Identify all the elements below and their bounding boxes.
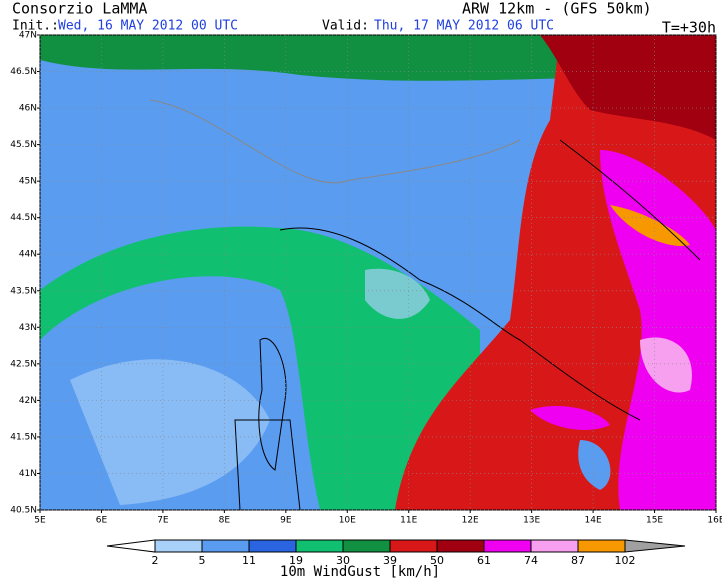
lon-tick-label: 16E xyxy=(707,516,722,526)
lat-tick-label: 42N xyxy=(19,396,37,406)
lon-tick-label: 9E xyxy=(280,516,292,526)
lat-tick-label: 47N xyxy=(19,31,37,41)
colorbar-box xyxy=(530,539,579,553)
lat-tick-label: 43N xyxy=(19,323,37,333)
lat-tick-label: 40.5N xyxy=(10,506,37,516)
colorbar-level: 39 xyxy=(383,554,397,567)
init: Wed, 16 MAY 2012 00 UTC xyxy=(58,19,238,34)
lat-tick-label: 44.5N xyxy=(10,213,37,223)
colorbar-level: 50 xyxy=(430,554,444,567)
lat-tick-label: 42.5N xyxy=(10,359,37,369)
lon-tick-label: 14E xyxy=(585,516,602,526)
colorbar-box xyxy=(295,539,344,553)
colorbar-level: 30 xyxy=(336,554,350,567)
lat-tick-label: 46.5N xyxy=(10,67,37,77)
valid: Thu, 17 MAY 2012 06 UTC xyxy=(374,19,554,34)
field xyxy=(40,35,716,511)
colorbar-level: 19 xyxy=(289,554,303,567)
lat-tick-label: 41.5N xyxy=(10,432,37,442)
colorbar-box xyxy=(483,539,532,553)
lat-tick-label: 43.5N xyxy=(10,286,37,296)
colorbar-level: 61 xyxy=(477,554,491,567)
colorbar-level: 2 xyxy=(152,554,159,567)
colorbar-level: 74 xyxy=(524,554,538,567)
model: ARW 12km - (GFS 50km) xyxy=(462,0,652,18)
lon-tick-label: 13E xyxy=(523,516,540,526)
colorbar-under xyxy=(106,539,156,553)
lat-tick-label: 45N xyxy=(19,177,37,187)
colorbar-label: 10m WindGust [km/h] xyxy=(280,564,440,578)
lon-tick-label: 12E xyxy=(462,516,479,526)
colorbar-level: 87 xyxy=(571,554,585,567)
lon-tick-label: 6E xyxy=(96,516,108,526)
colorbar-box xyxy=(248,539,297,553)
lat-tick-label: 45.5N xyxy=(10,140,37,150)
colorbar-box xyxy=(201,539,250,553)
lon-tick-label: 15E xyxy=(646,516,663,526)
init-label: Init.: xyxy=(12,19,59,34)
colorbar-box xyxy=(154,539,203,553)
lon-tick-label: 5E xyxy=(34,516,46,526)
valid-label: Valid: xyxy=(322,19,369,34)
title: Consorzio LaMMA xyxy=(12,0,147,18)
colorbar-level: 102 xyxy=(615,554,636,567)
lon-tick-label: 7E xyxy=(157,516,169,526)
colorbar-level: 11 xyxy=(242,554,256,567)
lon-tick-label: 11E xyxy=(400,516,417,526)
colorbar-box xyxy=(389,539,438,553)
map-frame xyxy=(39,34,717,511)
colorbar-box xyxy=(436,539,485,553)
lat-tick-label: 44N xyxy=(19,250,37,260)
lat-tick-label: 46N xyxy=(19,104,37,114)
colorbar-over xyxy=(624,539,686,553)
lead-time: T=+30h xyxy=(662,19,716,37)
lat-tick-label: 41N xyxy=(19,469,37,479)
lon-tick-label: 8E xyxy=(219,516,231,526)
colorbar-level: 5 xyxy=(199,554,206,567)
colorbar-box xyxy=(342,539,391,553)
lon-tick-label: 10E xyxy=(339,516,356,526)
colorbar-box xyxy=(577,539,626,553)
